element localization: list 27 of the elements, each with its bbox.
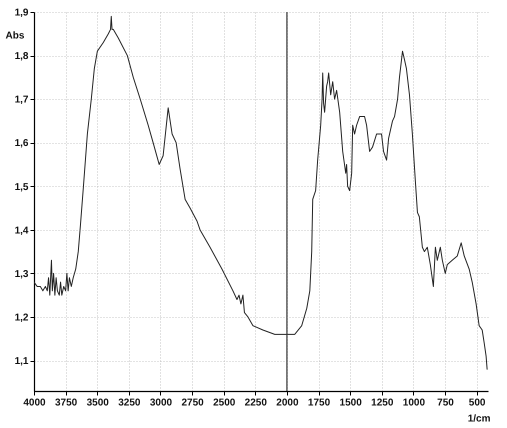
x-tick-label: 1000 xyxy=(402,398,426,408)
y-tick-label: 1,2 xyxy=(14,312,29,324)
y-tick-label: 1,1 xyxy=(14,356,29,368)
x-tick-label: 3500 xyxy=(86,398,110,408)
y-tick-label: 1,7 xyxy=(14,94,29,106)
y-tick-label: 1,5 xyxy=(14,182,29,193)
x-tick-label: 1250 xyxy=(371,398,394,408)
x-tick-label: 500 xyxy=(468,398,486,408)
y-tick-label: 1,9 xyxy=(14,8,29,18)
x-tick-label: 2500 xyxy=(213,398,236,408)
x-tick-label: 3250 xyxy=(118,398,141,408)
x-tick-label: 3750 xyxy=(54,398,78,408)
x-tick-label: 1750 xyxy=(308,398,331,408)
y-tick-label: 1,4 xyxy=(14,225,29,236)
x-tick-label: 3000 xyxy=(150,398,173,408)
x-tick-label: 4000 xyxy=(23,398,46,408)
x-tick-label: 2750 xyxy=(181,398,204,408)
x-tick-label: 750 xyxy=(437,398,454,408)
y-tick-label: 1,6 xyxy=(14,138,29,150)
x-tick-label: 2000 xyxy=(276,398,299,408)
x-axis-title: 1/cm xyxy=(468,414,491,424)
y-axis-title: Abs xyxy=(6,30,25,42)
x-tick-label: 1500 xyxy=(340,398,362,408)
y-tick-label: 1,8 xyxy=(14,51,29,62)
y-tick-label: 1,3 xyxy=(14,268,29,280)
line-series xyxy=(34,16,488,370)
x-tick-label: 2250 xyxy=(244,398,268,408)
